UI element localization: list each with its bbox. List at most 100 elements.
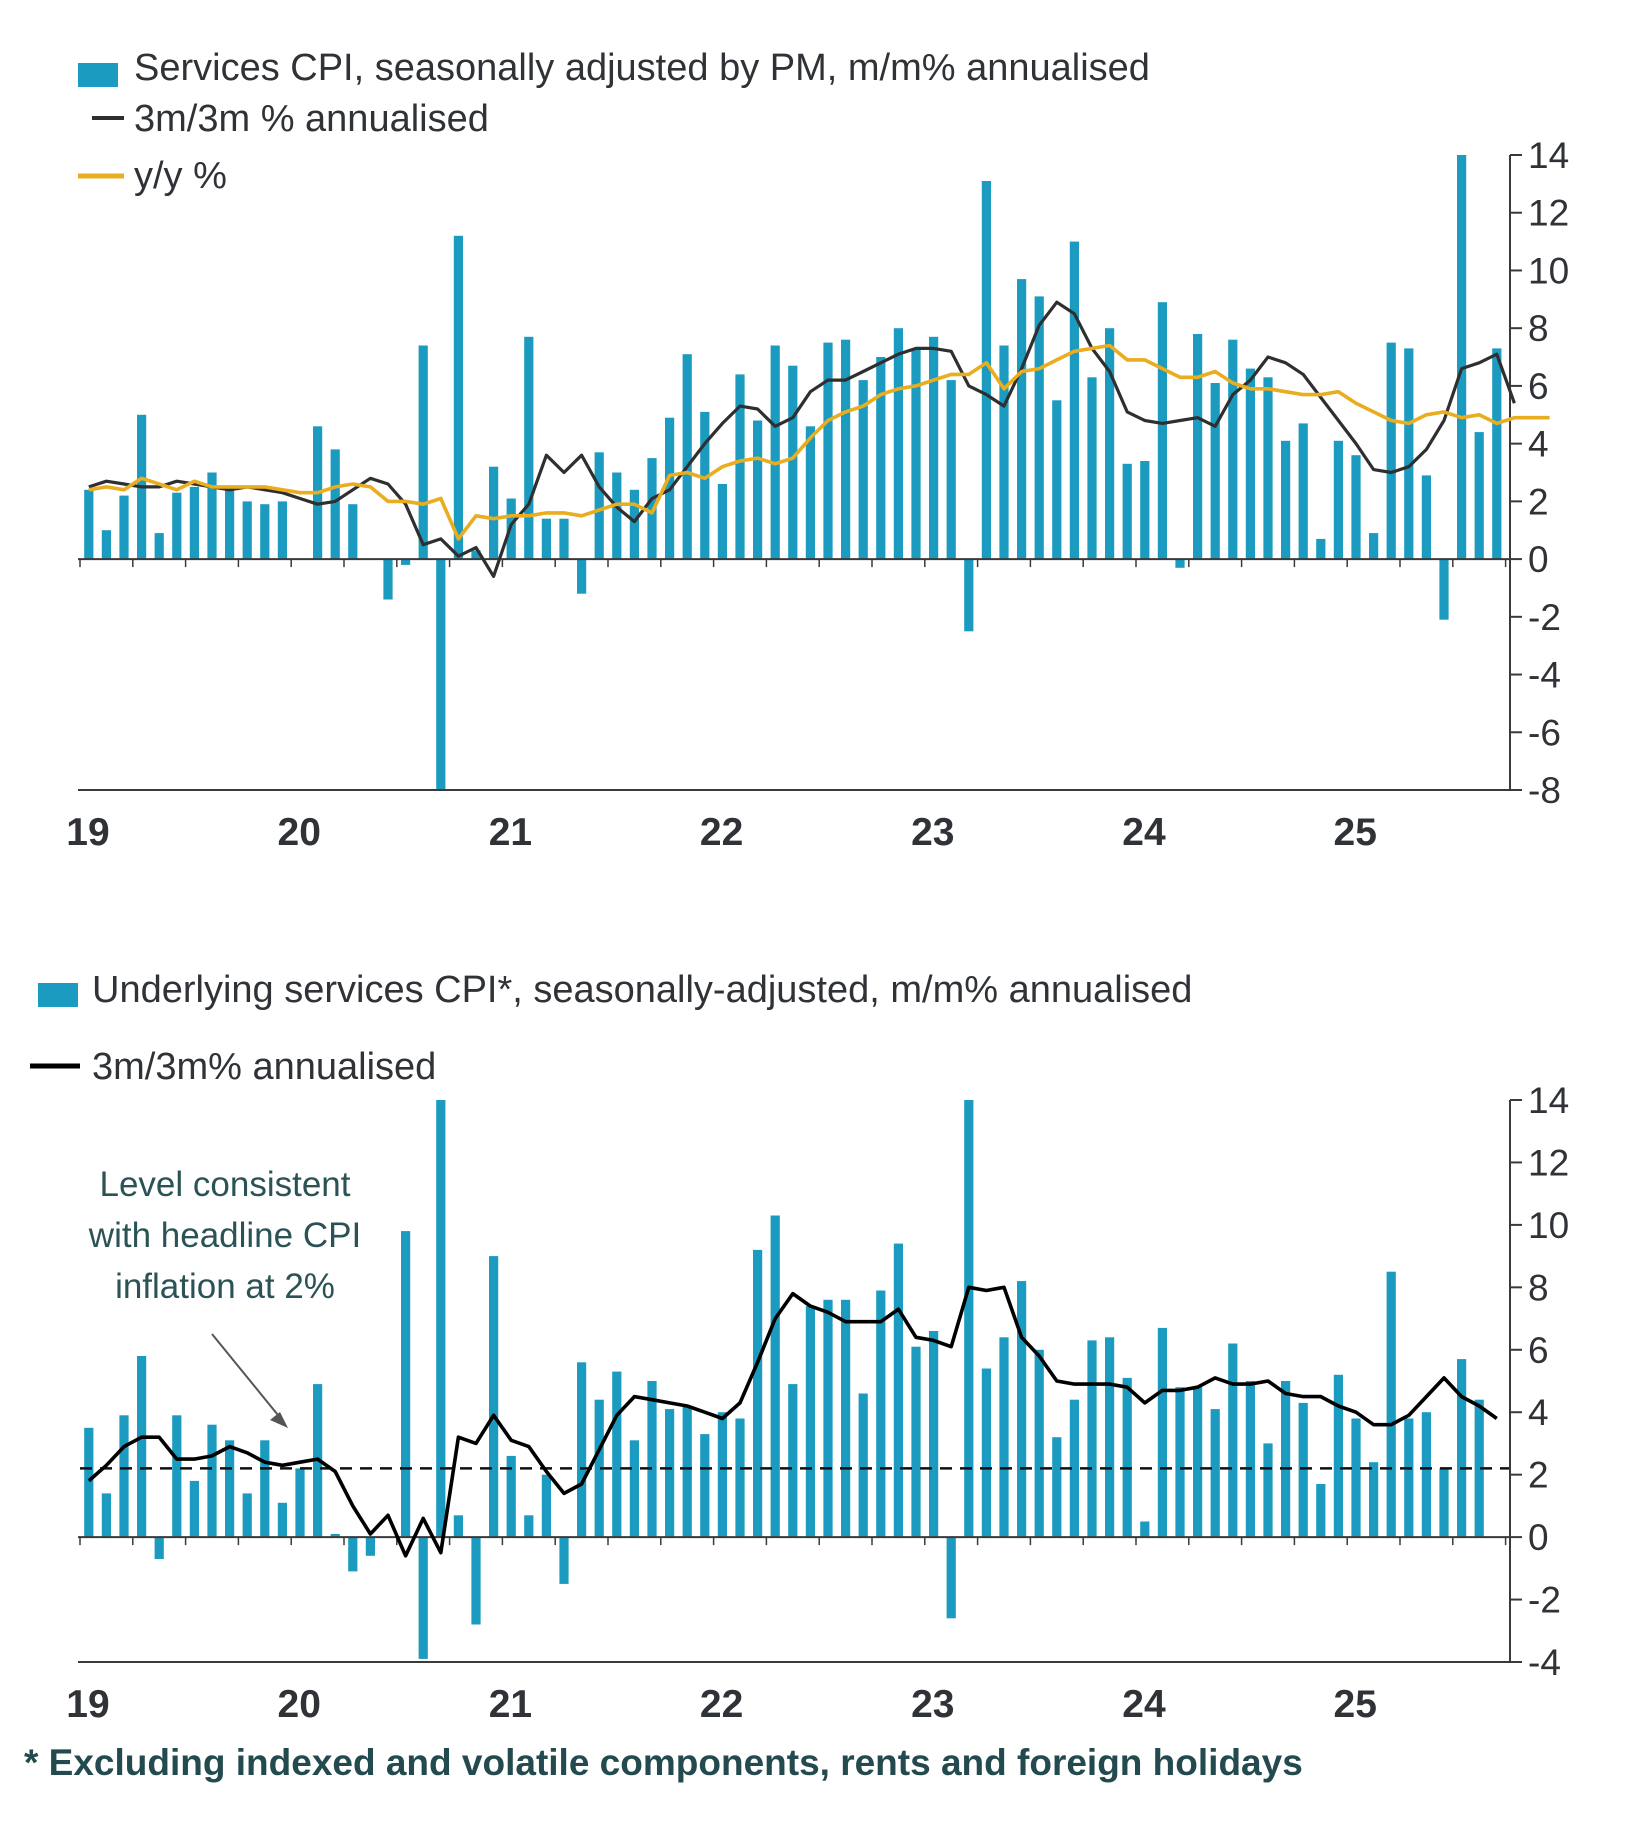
bar bbox=[1140, 1521, 1150, 1538]
y-tick-label: 6 bbox=[1528, 1330, 1549, 1371]
y-tick-label: -2 bbox=[1528, 597, 1561, 638]
bar bbox=[471, 550, 481, 560]
bar bbox=[418, 1537, 428, 1659]
x-tick-label: 23 bbox=[911, 811, 954, 854]
bar bbox=[1069, 1399, 1079, 1538]
bar bbox=[1474, 432, 1484, 560]
bar bbox=[1175, 1387, 1185, 1538]
bar bbox=[559, 1537, 569, 1584]
y-tick-label: 10 bbox=[1528, 1205, 1569, 1246]
bar bbox=[541, 1474, 551, 1538]
bar bbox=[1157, 1327, 1167, 1538]
bar bbox=[172, 492, 182, 560]
underlying-services-cpi-chart: Underlying services CPI*, seasonally-adj… bbox=[30, 969, 1569, 1726]
bar bbox=[559, 518, 569, 560]
bar bbox=[1228, 1343, 1238, 1538]
bar bbox=[189, 1480, 199, 1538]
bar bbox=[1034, 1349, 1044, 1538]
bar bbox=[1210, 383, 1220, 560]
bar bbox=[1263, 377, 1273, 560]
y-tick-label: 2 bbox=[1528, 1455, 1549, 1496]
bar bbox=[981, 1368, 991, 1538]
legend: Underlying services CPI*, seasonally-adj… bbox=[30, 969, 1192, 1088]
bar bbox=[365, 1537, 375, 1556]
bar bbox=[1386, 1271, 1396, 1538]
bar bbox=[805, 1306, 815, 1538]
bar-series bbox=[84, 1100, 1484, 1659]
bar bbox=[524, 1515, 534, 1538]
bar bbox=[348, 1537, 358, 1572]
bar bbox=[612, 472, 622, 560]
y-tick-label: 10 bbox=[1528, 250, 1569, 291]
bar bbox=[929, 1331, 939, 1538]
bar bbox=[629, 1440, 639, 1538]
annotation-line-1: Level consistent bbox=[100, 1165, 351, 1204]
bar bbox=[911, 348, 921, 560]
bar bbox=[506, 1455, 516, 1538]
bar bbox=[770, 1215, 780, 1538]
bar bbox=[577, 559, 587, 594]
bar bbox=[260, 504, 270, 559]
bar bbox=[1017, 279, 1027, 560]
bar bbox=[629, 489, 639, 560]
bar bbox=[119, 495, 129, 560]
bar bbox=[700, 1434, 710, 1538]
bar bbox=[189, 486, 199, 560]
bar bbox=[1087, 377, 1097, 560]
services-cpi-chart: Services CPI, seasonally adjusted by PM,… bbox=[66, 47, 1569, 854]
bar bbox=[946, 1537, 956, 1619]
legend-label-bars: Underlying services CPI*, seasonally-adj… bbox=[92, 969, 1192, 1011]
annotation-arrow bbox=[211, 1333, 283, 1421]
bar-series bbox=[84, 155, 1502, 790]
bar bbox=[929, 336, 939, 559]
bar bbox=[541, 518, 551, 560]
bar bbox=[101, 530, 111, 560]
bar bbox=[665, 1409, 675, 1538]
legend-swatch-bar bbox=[78, 63, 118, 87]
bar bbox=[225, 1440, 235, 1538]
bar bbox=[242, 501, 252, 560]
y-tick-label: 4 bbox=[1528, 424, 1549, 465]
bar bbox=[172, 1415, 182, 1538]
bar bbox=[753, 1249, 763, 1538]
bar bbox=[647, 458, 657, 560]
bar bbox=[348, 504, 358, 559]
bar bbox=[1421, 1412, 1431, 1538]
bar bbox=[805, 426, 815, 560]
bar bbox=[277, 1502, 287, 1538]
annotation: Level consistent with headline CPI infla… bbox=[88, 1165, 361, 1428]
bar bbox=[788, 1384, 798, 1538]
bar bbox=[489, 466, 499, 560]
bar bbox=[1069, 241, 1079, 560]
bar bbox=[1492, 348, 1502, 560]
bar bbox=[330, 449, 340, 560]
y-tick-label: 4 bbox=[1528, 1392, 1549, 1433]
bar bbox=[137, 1356, 147, 1538]
annotation-arrowhead bbox=[270, 1412, 288, 1428]
bar bbox=[964, 1100, 974, 1538]
x-tick-label: 24 bbox=[1122, 811, 1166, 854]
bar bbox=[101, 1493, 111, 1538]
bar bbox=[1034, 296, 1044, 560]
bar bbox=[1298, 1402, 1308, 1538]
bar bbox=[1421, 475, 1431, 560]
bar bbox=[964, 559, 974, 632]
bar bbox=[1245, 1381, 1255, 1538]
bar bbox=[1105, 328, 1115, 560]
bar bbox=[453, 235, 463, 560]
bar bbox=[682, 354, 692, 560]
bar bbox=[1193, 1387, 1203, 1538]
bar bbox=[1017, 1281, 1027, 1538]
bar bbox=[594, 1399, 604, 1538]
bar bbox=[524, 336, 534, 559]
y-tick-label: 8 bbox=[1528, 1267, 1549, 1308]
bar bbox=[277, 501, 287, 560]
bar bbox=[1457, 155, 1467, 560]
bar bbox=[893, 328, 903, 560]
bar bbox=[735, 1418, 745, 1538]
legend-label-3m3m: 3m/3m% annualised bbox=[92, 1046, 436, 1088]
bar bbox=[453, 1515, 463, 1538]
bar bbox=[1140, 461, 1150, 560]
